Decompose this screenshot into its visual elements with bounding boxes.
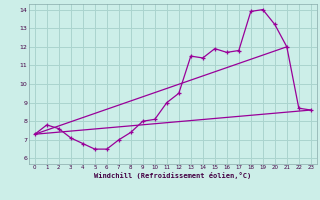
X-axis label: Windchill (Refroidissement éolien,°C): Windchill (Refroidissement éolien,°C) [94,172,252,179]
